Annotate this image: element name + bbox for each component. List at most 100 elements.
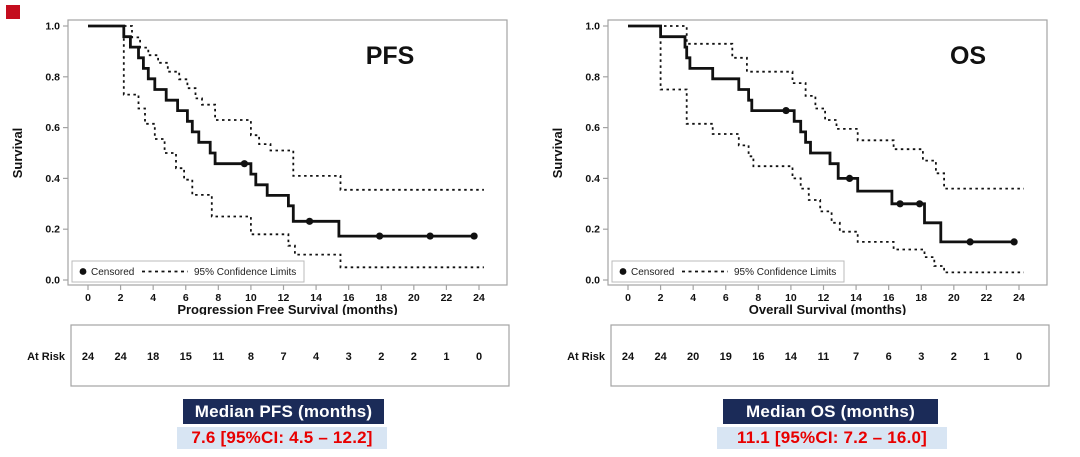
at-risk-count: 8 [248,351,254,363]
x-tick-label: 6 [723,292,729,304]
pfs-at-risk-table: At Risk 24 24 18 15 11 8 7 4 3 2 2 1 0 [27,324,510,387]
upper-95ci-curve [88,25,484,191]
at-risk-count: 4 [313,351,320,363]
x-axis-title: Overall Survival (months) [749,302,907,315]
x-tick-label: 4 [690,292,696,304]
chart-title: PFS [366,42,415,70]
lower-95ci-curve [628,25,1024,274]
chart-title: OS [950,42,986,70]
at-risk-count: 7 [280,351,286,363]
survival-curve [628,24,1015,244]
at-risk-label: At Risk [567,351,606,363]
os-median-header: Median OS (months) [722,398,939,425]
x-tick-label: 2 [118,292,124,304]
legend-ci-label: 95% Confidence Limits [734,267,836,278]
y-tick-label: 0.0 [45,275,60,287]
survival-curve [88,24,475,238]
legend-censored-label: Censored [631,267,674,278]
y-tick-label: 0.6 [585,122,600,134]
x-tick-label: 0 [625,292,631,304]
y-tick-label: 0.2 [585,224,600,236]
x-tick-label: 12 [818,292,830,304]
legend-censored-dot [619,268,627,275]
y-axis-title: Survival [10,128,25,179]
censor-mark [896,200,904,208]
x-tick-label: 8 [215,292,221,304]
y-tick-label: 0.2 [45,224,60,236]
at-risk-count: 15 [180,351,192,363]
y-tick-label: 0.8 [585,71,600,83]
recording-indicator-square [6,5,20,19]
pfs-panel: 0.0 0.2 0.4 0.6 0.8 1.0 0 2 4 6 8 10 12 14 16 18 20 22 24 P… [10,19,510,449]
x-tick-label: 18 [915,292,927,304]
censor-mark [845,174,854,182]
y-tick-label: 1.0 [585,21,600,33]
at-risk-count: 11 [213,351,225,363]
y-axis-title: Survival [550,128,565,179]
censor-mark [1010,238,1018,246]
at-risk-count: 20 [687,351,699,363]
at-risk-count: 11 [818,351,830,363]
legend-censored-label: Censored [91,267,134,278]
x-tick-label: 18 [375,292,387,304]
at-risk-count: 6 [886,351,892,363]
x-tick-label: 0 [85,292,91,304]
censor-mark [966,238,974,246]
os-km-chart: 0.00.20.40.60.81.00 2 4 6 8 10 12 14 16 18 20 22 24O… [550,19,1048,315]
plot-frame [67,19,508,286]
censor-mark [426,232,434,240]
at-risk-count: 0 [476,351,482,363]
os-at-risk-table: At Risk 24 24 20 19 16 14 11 7 6 3 2 1 0 [567,324,1050,387]
x-tick-label: 20 [948,292,960,304]
at-risk-count: 2 [411,351,417,363]
x-tick-label: 22 [441,292,453,304]
at-risk-count: 3 [346,351,352,363]
x-tick-label: 16 [883,292,895,304]
censor-mark [782,106,790,115]
x-tick-label: 10 [245,292,257,304]
at-risk-count: 24 [622,351,635,363]
legend-ci-label: 95% Confidence Limits [194,267,296,278]
x-axis-title: Progression Free Survival (months) [177,302,397,315]
y-tick-label: 0.0 [585,275,600,287]
at-risk-box [70,324,510,387]
x-tick-label: 2 [658,292,664,304]
y-tick-label: 0.8 [45,71,60,83]
pfs-median-value: 7.6 [95%CI: 4.5 – 12.2] [177,427,387,449]
at-risk-count: 16 [752,351,764,363]
at-risk-count: 2 [951,351,957,363]
pfs-median-header: Median PFS (months) [182,398,385,425]
y-tick-label: 0.4 [45,173,60,185]
at-risk-count: 2 [378,351,384,363]
censor-mark [916,200,924,208]
censor-mark [305,217,314,225]
x-tick-label: 16 [343,292,355,304]
x-tick-label: 22 [981,292,993,304]
x-tick-label: 10 [785,292,797,304]
x-tick-label: 20 [408,292,420,304]
x-tick-label: 6 [183,292,189,304]
at-risk-count: 24 [82,351,95,363]
at-risk-box [610,324,1050,387]
y-tick-label: 1.0 [45,21,60,33]
x-tick-label: 4 [150,292,156,304]
censor-mark [470,232,478,240]
at-risk-count: 18 [147,351,159,363]
os-panel: 0.0 0.2 0.4 0.6 0.8 1.0 0 2 4 6 8 10 12 14 16 18 20 22 24 O… [540,0,1080,457]
censor-mark [240,160,249,168]
at-risk-count: 0 [1016,351,1022,363]
x-tick-label: 14 [850,292,862,304]
x-tick-label: 14 [310,292,322,304]
at-risk-count: 1 [443,351,449,363]
at-risk-count: 19 [720,351,732,363]
at-risk-count: 1 [983,351,989,363]
at-risk-count: 3 [918,351,924,363]
at-risk-label: At Risk [27,351,66,363]
x-tick-label: 24 [473,292,485,304]
legend-censored-dot [79,268,87,275]
at-risk-count: 24 [654,351,667,363]
at-risk-count: 24 [114,351,127,363]
at-risk-count: 14 [785,351,798,363]
y-tick-label: 0.6 [45,122,60,134]
